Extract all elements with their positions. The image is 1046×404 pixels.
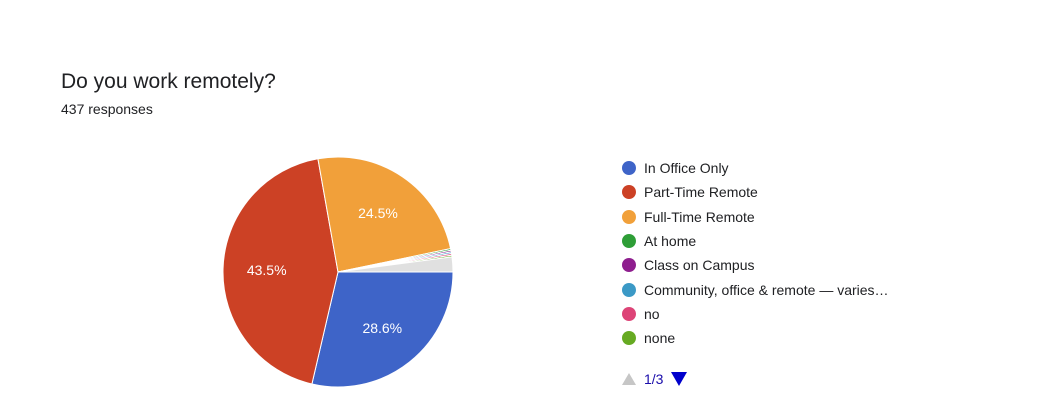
pie-slice-other[interactable] xyxy=(337,256,454,273)
legend-swatch xyxy=(622,331,636,346)
triangle-up-icon xyxy=(622,373,636,385)
legend-item[interactable]: none xyxy=(622,326,889,350)
legend-swatch xyxy=(622,306,636,321)
pie-slice-label: 43.5% xyxy=(247,262,287,278)
legend-swatch xyxy=(622,234,636,249)
pie-slice-part-time-remote[interactable] xyxy=(222,158,339,385)
legend-item[interactable]: At home xyxy=(622,229,889,253)
legend-label: Full-Time Remote xyxy=(644,208,755,225)
legend-label: Community, office & remote — varies… xyxy=(644,281,889,298)
legend-item[interactable]: Part-Time Remote xyxy=(622,180,889,204)
pager-label: 1/3 xyxy=(644,371,664,387)
legend-swatch xyxy=(622,209,636,224)
legend-item[interactable]: Full-Time Remote xyxy=(622,205,889,229)
legend-item[interactable]: no xyxy=(622,302,889,326)
legend-label: At home xyxy=(644,233,697,250)
legend-label: no xyxy=(644,305,660,322)
triangle-down-icon[interactable] xyxy=(671,372,688,386)
legend-label: none xyxy=(644,330,676,347)
legend-swatch xyxy=(622,185,636,200)
legend-swatch xyxy=(622,161,636,176)
legend-item[interactable]: Community, office & remote — varies… xyxy=(622,277,889,301)
legend-item[interactable]: In Office Only xyxy=(622,156,889,180)
pie-slice-full-time-remote[interactable] xyxy=(317,156,452,273)
chart-title: Do you work remotely? xyxy=(61,70,276,93)
legend-pager: 1/3 xyxy=(622,371,688,387)
response-count: 437 responses xyxy=(61,101,153,117)
legend-label: In Office Only xyxy=(644,160,729,177)
pie-slice-in-office-only[interactable] xyxy=(311,271,454,388)
legend-label: Class on Campus xyxy=(644,257,755,274)
legend-swatch xyxy=(622,282,636,297)
legend-label: Part-Time Remote xyxy=(644,184,758,201)
pie-slice-label: 28.6% xyxy=(362,320,402,336)
legend-item[interactable]: Class on Campus xyxy=(622,253,889,277)
chart-legend: In Office Only Part-Time Remote Full-Time … xyxy=(622,156,889,350)
legend-swatch xyxy=(622,258,636,273)
pie-slice-label: 24.5% xyxy=(358,205,398,221)
